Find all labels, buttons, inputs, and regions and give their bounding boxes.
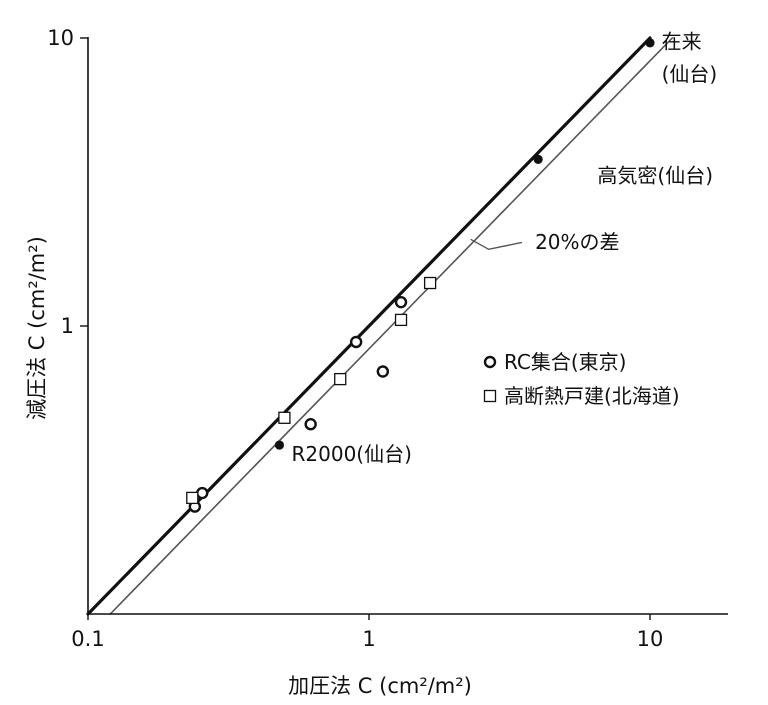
sendai-point [533,154,543,164]
rc-point [394,295,408,309]
rc-point [304,418,317,431]
x-tick-label: 0.1 [71,627,104,651]
legend: RC集合(東京) 高断熱戸建(北海道) [483,350,680,408]
y-tick-label: 10 [47,26,74,50]
high-insulation-point [423,276,437,290]
sendai-point [274,440,285,450]
legend-marker [483,389,497,403]
rc-point [349,335,363,349]
axes [87,37,728,615]
difference-pointer-line [470,238,523,251]
annotations: 在来 (仙台) 高気密(仙台) 20%の差 R2000(仙台) [292,29,718,466]
high-insulation-point [334,372,347,386]
high-insulation-point [278,411,291,424]
x-tick-label: 1 [362,627,375,651]
ticks [80,37,651,620]
annotation-label: (仙台) [662,62,718,86]
x-axis-title: 加圧法 C (cm²/m²) [288,674,472,698]
rc-point [376,365,390,378]
legend-label: RC集合(東京) [504,350,626,374]
sendai-point [645,38,655,48]
annotation-label: 20%の差 [535,230,619,254]
annotation-label: 高気密(仙台) [597,163,713,187]
high-insulation-point [186,491,199,505]
reference-line-thick [86,36,652,616]
rc-point [196,486,209,500]
high-insulation-point [394,313,408,327]
x-tick-label: 10 [637,627,664,651]
reference-line-thin [109,37,674,615]
y-tick-labels: 1 10 [47,26,74,338]
markers [186,38,655,513]
legend-marker [483,355,497,369]
legend-label: 高断熱戸建(北海道) [504,384,680,408]
y-tick-label: 1 [61,314,74,338]
x-tick-labels: 0.1 1 10 [71,627,663,651]
y-axis-title: 減圧法 C (cm²/m²) [25,236,49,420]
annotation-label: R2000(仙台) [292,442,412,466]
plot-lines [86,36,674,616]
annotation-label: 在来 [662,29,702,53]
